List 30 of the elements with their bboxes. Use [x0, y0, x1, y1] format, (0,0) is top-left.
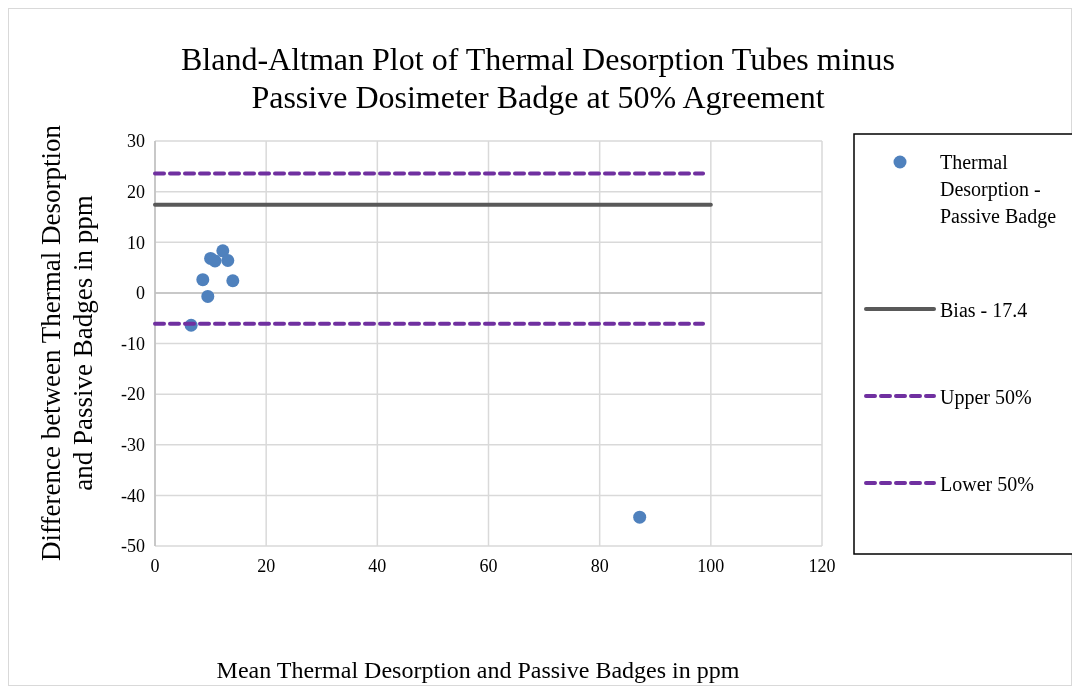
point	[216, 244, 230, 258]
x-tick-label: 20	[257, 556, 276, 576]
x-tick-label: 60	[479, 556, 498, 576]
point	[196, 273, 210, 287]
x-tick-label: 80	[590, 556, 609, 576]
y-tick-label: -40	[121, 485, 145, 506]
legend-label: Upper 50%	[940, 386, 1032, 409]
y-tick-label: 20	[127, 181, 145, 202]
y-tick-label: 30	[127, 131, 145, 152]
point	[201, 289, 215, 303]
point	[226, 274, 240, 288]
chart-title: Bland-Altman Plot of Thermal Desorption Tubes minus Passive Dosimeter Badge at 50% Agreement	[180, 41, 896, 115]
point	[633, 510, 647, 524]
x-tick-label: 100	[697, 556, 725, 576]
legend-label: Bias - 17.4	[940, 299, 1028, 321]
y-tick-label: -50	[121, 536, 145, 557]
y-tick-label: -10	[121, 333, 145, 354]
legend-label: Lower 50%	[940, 473, 1034, 495]
x-tick-label: 40	[368, 556, 387, 576]
point	[208, 254, 222, 268]
x-tick-label: 120	[808, 556, 836, 576]
x-axis-title: Mean Thermal Desorption and Passive Badges in ppm	[216, 657, 740, 683]
y-tick-label: -20	[121, 384, 145, 405]
point	[221, 253, 235, 267]
y-axis-title: Difference between Thermal Desorption and Passive Badges in ppm	[36, 124, 98, 562]
x-tick-label: 0	[150, 556, 160, 576]
y-tick-label: -30	[121, 435, 145, 456]
y-tick-label: 0	[136, 283, 145, 304]
legend-label: Thermal Desorption - Passive Badge	[940, 151, 1057, 228]
y-tick-label: 10	[127, 232, 145, 253]
